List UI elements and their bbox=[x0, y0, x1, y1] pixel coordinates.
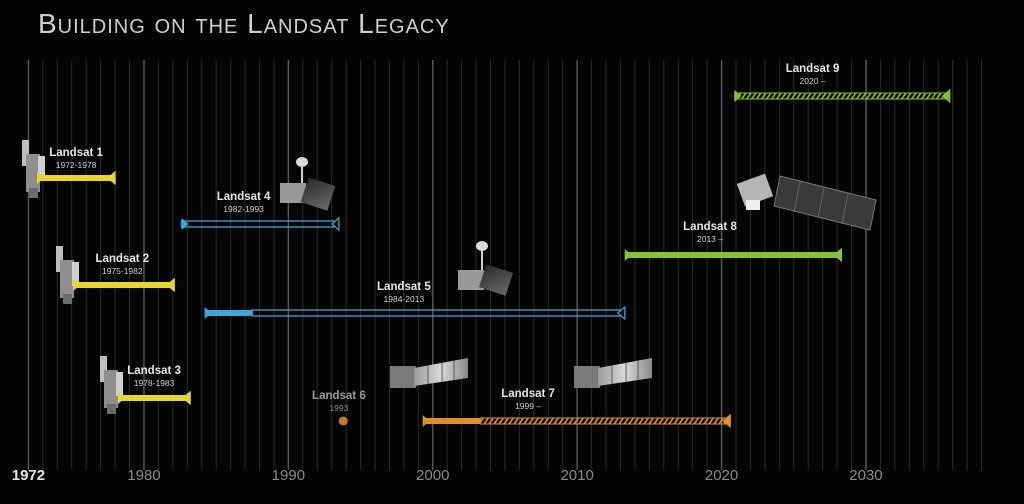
bar-start-cap bbox=[734, 90, 742, 102]
year-gridlines bbox=[27, 60, 982, 470]
landsat-7-satellite-icon bbox=[574, 358, 652, 388]
mission-dates-label: 1975-1982 bbox=[102, 266, 143, 276]
mission-name-label: Landsat 2 bbox=[95, 253, 149, 265]
bar-end-cap bbox=[722, 413, 731, 429]
bar-end-cap bbox=[833, 247, 843, 263]
mission-bar bbox=[73, 282, 175, 288]
bar-start-cap bbox=[181, 218, 189, 230]
mission-dates-label: 2013 – bbox=[697, 234, 723, 244]
landsat-3-satellite-icon bbox=[100, 356, 123, 414]
mission-bar-active bbox=[204, 310, 253, 316]
bar-start-cap bbox=[624, 249, 632, 261]
mission-bar-extended bbox=[251, 309, 626, 317]
mission-name-label: Landsat 7 bbox=[501, 388, 555, 400]
tick-label-2000: 2000 bbox=[416, 467, 449, 484]
landsat-6-satellite-icon bbox=[390, 358, 468, 388]
mission-name-label: Landsat 5 bbox=[377, 281, 431, 293]
mission-name-label: Landsat 3 bbox=[127, 365, 181, 377]
bar-end-cap bbox=[941, 88, 951, 104]
tick-label-2030: 2030 bbox=[849, 467, 882, 484]
mission-point bbox=[338, 416, 348, 426]
bar-start-cap bbox=[117, 392, 125, 404]
mission-name-label: Landsat 6 bbox=[312, 390, 366, 402]
landsat-4-satellite-icon bbox=[280, 157, 336, 211]
mission-dates-label: 1972-1978 bbox=[56, 160, 97, 170]
mission-name-label: Landsat 1 bbox=[49, 147, 103, 159]
mission-bar-degraded bbox=[479, 417, 731, 425]
bar-start-cap bbox=[204, 307, 212, 319]
bar-start-cap bbox=[37, 172, 45, 184]
chart-title: Building on the Landsat Legacy bbox=[38, 8, 450, 39]
tick-label-1990: 1990 bbox=[272, 467, 305, 484]
mission-dates-label: 2020 – bbox=[800, 76, 826, 86]
bar-end-cap bbox=[166, 277, 175, 293]
tick-label-2010: 2010 bbox=[560, 467, 593, 484]
bar-end-cap bbox=[616, 305, 626, 321]
tick-label-1980: 1980 bbox=[127, 467, 160, 484]
landsat-1-satellite-icon bbox=[22, 140, 45, 198]
mission-name-label: Landsat 9 bbox=[786, 63, 840, 75]
bar-end-cap bbox=[182, 390, 191, 406]
x-axis-ticks: 1972 1980 1990 2000 2010 2020 2030 bbox=[12, 467, 883, 484]
mission-bar-active bbox=[422, 418, 481, 424]
mission-bar bbox=[117, 395, 191, 401]
tick-label-2020: 2020 bbox=[705, 467, 738, 484]
mission-name-label: Landsat 8 bbox=[683, 221, 737, 233]
mission-dates-label: 1982-1993 bbox=[223, 204, 264, 214]
landsat-5-satellite-icon bbox=[458, 241, 514, 296]
mission-name-label: Landsat 4 bbox=[217, 191, 271, 203]
mission-bar bbox=[180, 220, 340, 228]
mission-bar bbox=[37, 175, 116, 181]
mission-bar bbox=[734, 92, 951, 100]
mission-dates-label: 1984-2013 bbox=[384, 294, 425, 304]
mission-bar bbox=[624, 252, 842, 258]
bar-start-cap bbox=[73, 279, 81, 291]
mission-dates-label: 1993 bbox=[329, 403, 348, 413]
bar-start-cap bbox=[422, 415, 430, 427]
tick-label-1972: 1972 bbox=[12, 467, 45, 484]
mission-dates-label: 1999 – bbox=[515, 401, 541, 411]
bar-end-cap bbox=[330, 216, 340, 232]
bar-end-cap bbox=[107, 170, 116, 186]
landsat-2-satellite-icon bbox=[56, 246, 79, 304]
landsat-8-satellite-icon bbox=[736, 173, 877, 231]
mission-dates-label: 1978-1983 bbox=[134, 378, 175, 388]
